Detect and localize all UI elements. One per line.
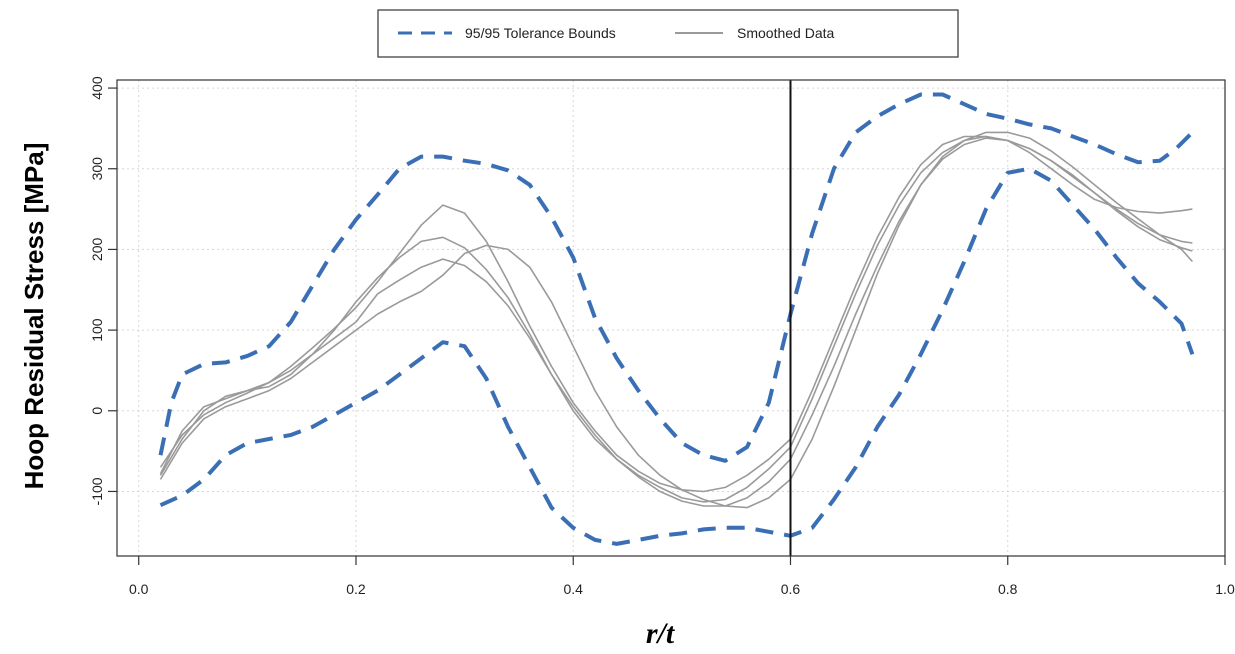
x-tick-label: 0.2: [346, 581, 366, 597]
legend-bounds-label: 95/95 Tolerance Bounds: [465, 25, 616, 41]
y-tick-label: -100: [89, 477, 105, 505]
y-axis: -100 0 100 200 300 400: [89, 76, 117, 505]
smoothed-data-line-4: [159, 131, 1193, 509]
series-layer: [158, 92, 1195, 546]
y-tick-label: 300: [89, 157, 105, 181]
x-tick-label: 1.0: [1215, 581, 1235, 597]
smoothed-data-line-1: [159, 135, 1193, 493]
y-axis-title: Hoop Residual Stress [MPa]: [19, 143, 49, 490]
grid-lines: [117, 80, 1226, 556]
x-tick-label: 0.4: [564, 581, 584, 597]
y-tick-label: 0: [89, 407, 105, 415]
y-tick-label: 200: [89, 238, 105, 262]
x-tick-label: 0.8: [998, 581, 1018, 597]
tolerance-bound-line-2: [159, 166, 1195, 546]
x-axis-title: r/t: [646, 617, 676, 650]
tolerance-bound-line-1: [158, 92, 1194, 463]
plot-frame: [116, 79, 1226, 557]
legend-box: [377, 9, 959, 58]
legend: 95/95 Tolerance Bounds Smoothed Data: [377, 9, 959, 58]
x-tick-label: 0.0: [129, 581, 149, 597]
legend-smoothed-label: Smoothed Data: [737, 25, 834, 41]
smoothed-data-line-2: [159, 135, 1193, 503]
x-axis: 0.0 0.2 0.4 0.6 0.8 1.0: [129, 556, 1235, 597]
x-tick-label: 0.6: [781, 581, 801, 597]
smoothed-data-line-3: [159, 137, 1193, 507]
y-tick-label: 100: [89, 318, 105, 342]
y-tick-label: 400: [89, 76, 105, 100]
